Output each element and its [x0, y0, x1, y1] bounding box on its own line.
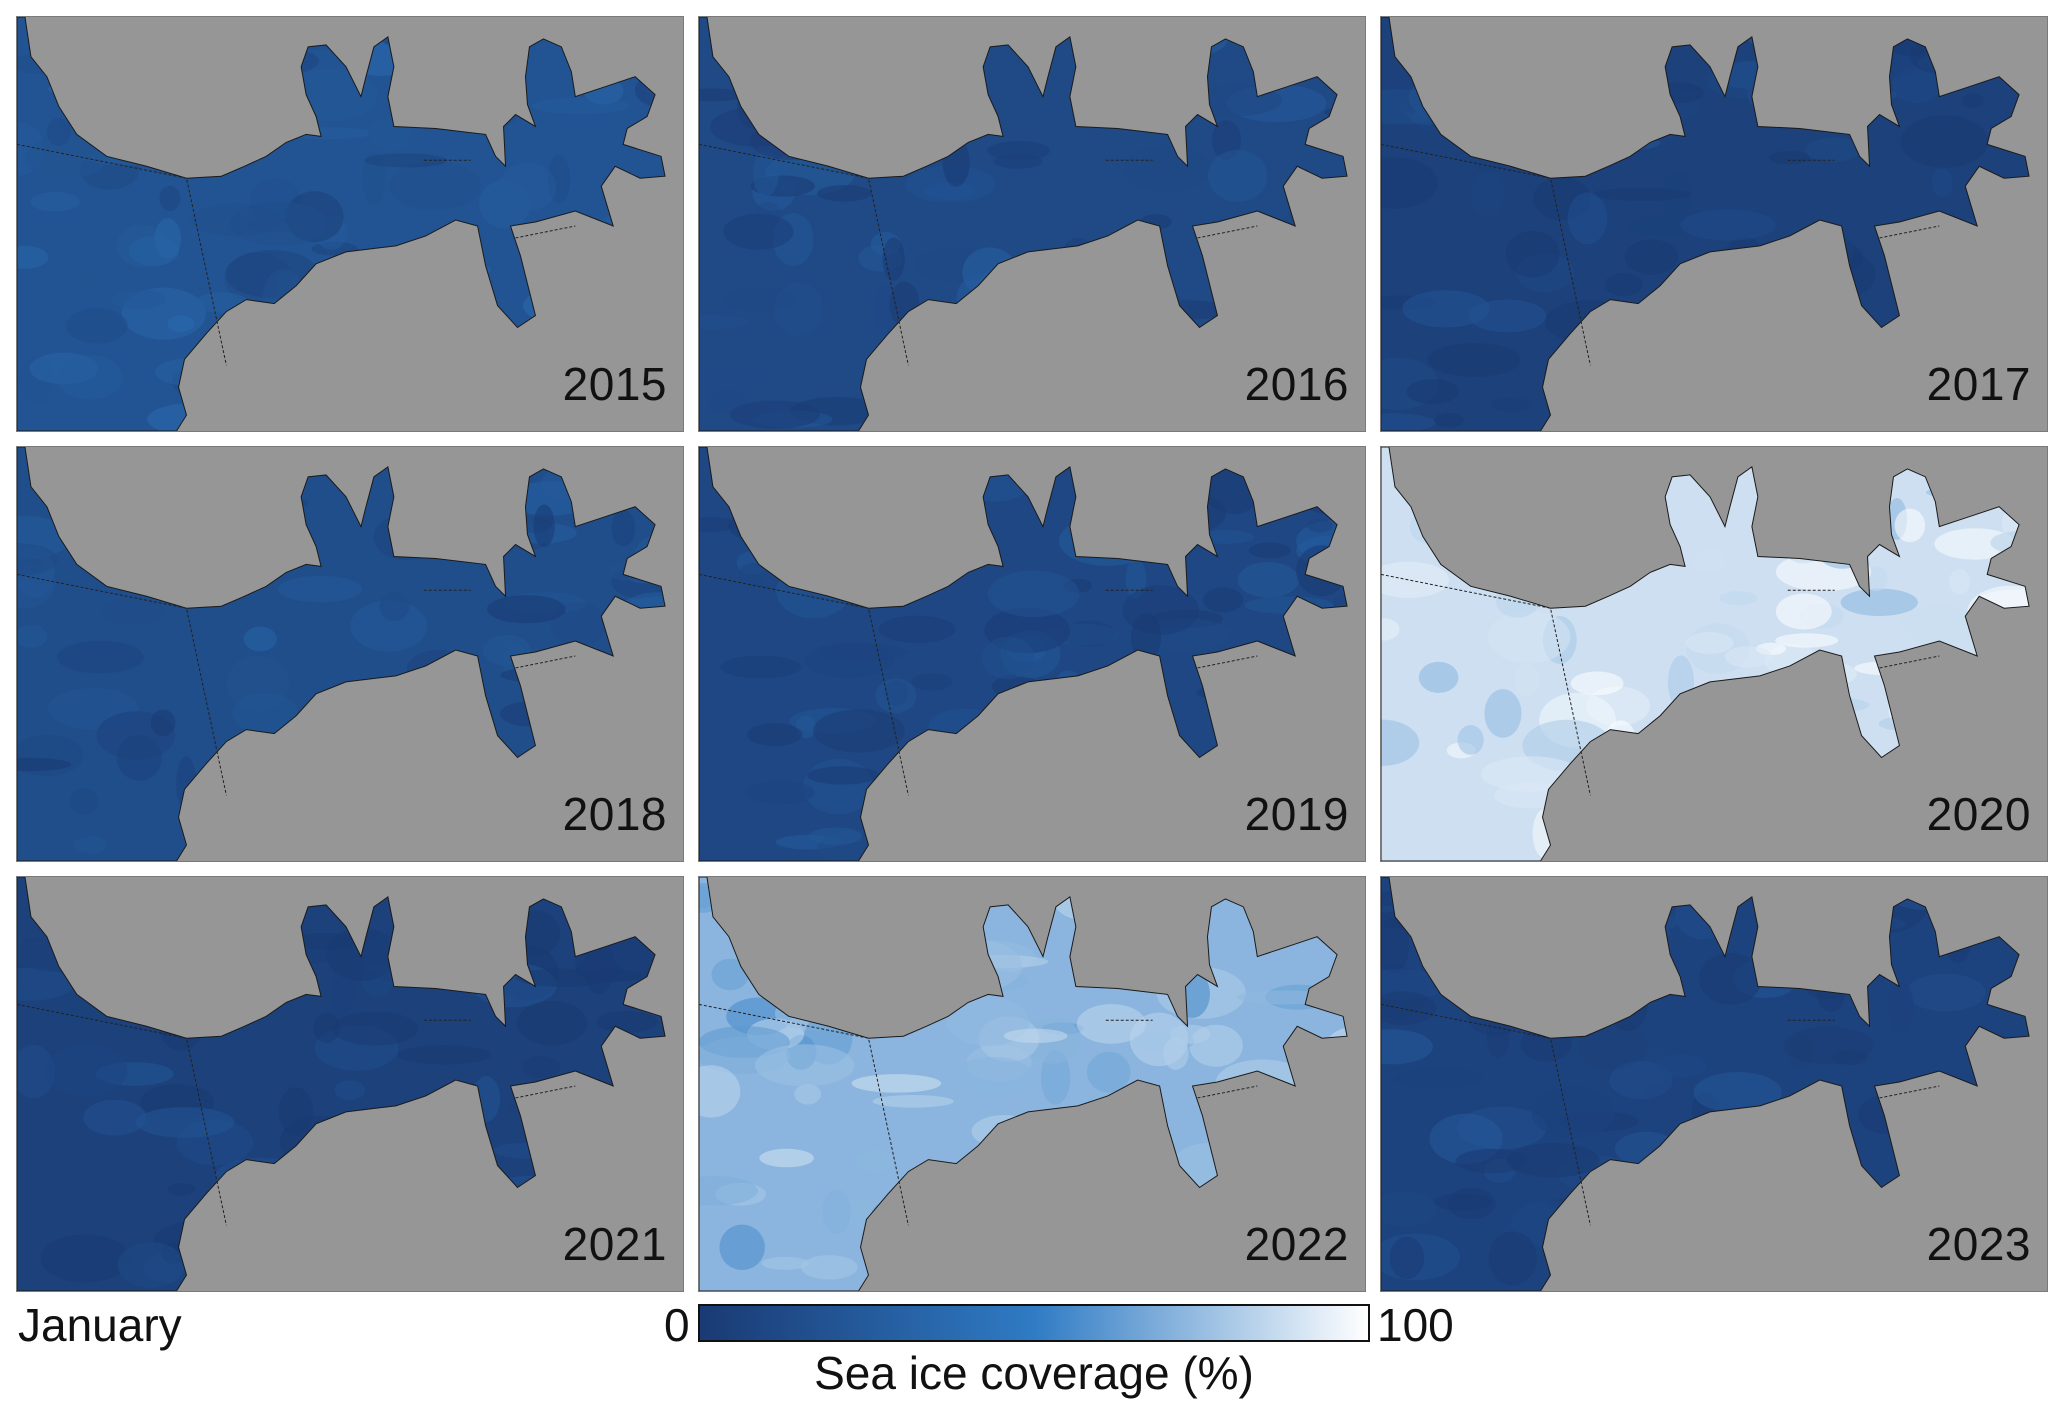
map-panel-2021: 2021: [16, 876, 684, 1292]
boundary-line: [1105, 159, 1258, 239]
year-label: 2020: [1926, 788, 2031, 840]
colorbar-max-label: 100: [1377, 1299, 1454, 1351]
year-label: 2022: [1244, 1218, 1349, 1270]
coastline: [699, 17, 1348, 431]
boundary-line: [1787, 589, 1940, 669]
map-panel-2023: 2023: [1380, 876, 2048, 1292]
sea-ice-area: [699, 17, 1348, 431]
boundary-line: [1787, 1019, 1940, 1099]
map-panel-2017: 2017: [1380, 16, 2048, 432]
boundary-line: [17, 143, 227, 366]
coastline: [699, 877, 1348, 1291]
coastline: [17, 877, 666, 1291]
sea-ice-map: [1381, 877, 2030, 1291]
sea-ice-map: [1381, 447, 2030, 861]
boundary-line: [1381, 573, 1591, 796]
sea-ice-area: [17, 447, 666, 861]
year-label: 2018: [562, 788, 667, 840]
year-label: 2023: [1926, 1218, 2031, 1270]
colorbar: [698, 1304, 1370, 1342]
year-label: 2021: [562, 1218, 667, 1270]
map-panel-2019: 2019: [698, 446, 1366, 862]
year-label: 2017: [1926, 358, 2031, 410]
sea-ice-map: [699, 17, 1348, 431]
boundary-line: [423, 159, 576, 239]
coastline: [17, 17, 666, 431]
boundary-line: [17, 573, 227, 796]
boundary-line: [1787, 159, 1940, 239]
boundary-line: [17, 1003, 227, 1226]
boundary-line: [699, 1003, 909, 1226]
sea-ice-map: [17, 447, 666, 861]
sea-ice-map: [17, 17, 666, 431]
sea-ice-map: [699, 447, 1348, 861]
coastline: [1381, 17, 2030, 431]
coastline: [17, 447, 666, 861]
map-panel-2016: 2016: [698, 16, 1366, 432]
sea-ice-map: [17, 877, 666, 1291]
coastline: [1381, 877, 2030, 1291]
year-label: 2015: [562, 358, 667, 410]
colorbar-title: Sea ice coverage (%): [814, 1347, 1254, 1399]
boundary-line: [1381, 1003, 1591, 1226]
map-panel-2020: 2020: [1380, 446, 2048, 862]
map-panel-2022: 2022: [698, 876, 1366, 1292]
year-label: 2016: [1244, 358, 1349, 410]
sea-ice-map: [699, 877, 1348, 1291]
map-panel-2018: 2018: [16, 446, 684, 862]
boundary-line: [1105, 1019, 1258, 1099]
boundary-line: [1105, 589, 1258, 669]
boundary-line: [699, 573, 909, 796]
coastline: [1381, 447, 2030, 861]
boundary-line: [423, 1019, 576, 1099]
map-panel-2015: 2015: [16, 16, 684, 432]
boundary-line: [1381, 143, 1591, 366]
boundary-line: [423, 589, 576, 669]
colorbar-min-label: 0: [664, 1299, 690, 1351]
month-label: January: [18, 1299, 182, 1351]
sea-ice-map: [1381, 17, 2030, 431]
coastline: [699, 447, 1348, 861]
boundary-line: [699, 143, 909, 366]
year-label: 2019: [1244, 788, 1349, 840]
